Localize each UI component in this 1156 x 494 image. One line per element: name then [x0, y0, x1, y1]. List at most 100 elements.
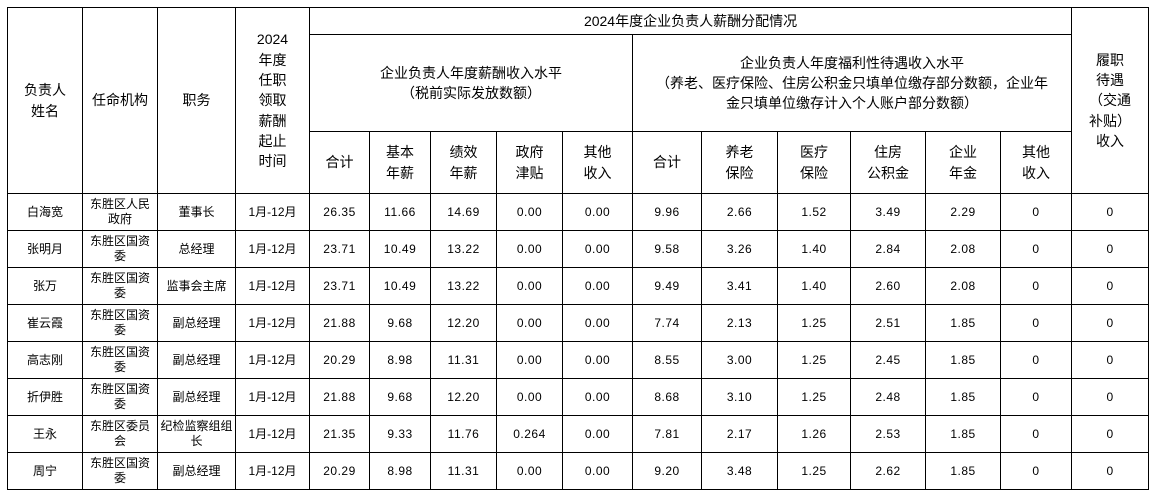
cell-salary-total: 23.71 — [309, 267, 370, 305]
cell-position: 纪检监察组组长 — [157, 415, 236, 453]
cell-pension: 3.48 — [701, 452, 778, 490]
cell-base-salary: 9.68 — [369, 304, 431, 342]
table-body: 白海宽 东胜区人民政府 董事长 1月-12月 26.35 11.66 14.69 0.00 0.… — [7, 193, 1150, 490]
cell-period: 1月-12月 — [235, 230, 310, 268]
cell-annuity: 2.29 — [925, 193, 1001, 231]
cell-base-salary: 10.49 — [369, 230, 431, 268]
cell-housing-fund: 2.84 — [850, 230, 926, 268]
cell-other-income: 0.00 — [562, 378, 633, 416]
cell-gov-subsidy: 0.00 — [496, 378, 563, 416]
cell-period: 1月-12月 — [235, 193, 310, 231]
cell-annuity: 1.85 — [925, 378, 1001, 416]
cell-salary-total: 20.29 — [309, 341, 370, 379]
cell-salary-total: 21.88 — [309, 304, 370, 342]
cell-medical: 1.40 — [777, 267, 851, 305]
col-header-welfare-total: 合计 — [632, 131, 702, 194]
cell-name: 王永 — [7, 415, 83, 453]
col-header-name: 负责人 姓名 — [7, 7, 83, 194]
col-header-salary-distribution: 2024年度企业负责人薪酬分配情况 — [308, 7, 1073, 35]
cell-performance-salary: 11.31 — [430, 452, 497, 490]
cell-base-salary: 10.49 — [369, 267, 431, 305]
cell-name: 崔云霞 — [7, 304, 83, 342]
col-header-medical: 医疗 保险 — [777, 131, 851, 194]
cell-period: 1月-12月 — [235, 378, 310, 416]
cell-position: 副总经理 — [157, 304, 236, 342]
cell-org: 东胜区国资委 — [82, 230, 158, 268]
cell-duty-allowance: 0 — [1071, 304, 1150, 342]
cell-welfare-total: 9.20 — [632, 452, 702, 490]
col-header-position: 职务 — [157, 7, 236, 194]
cell-annuity: 2.08 — [925, 267, 1001, 305]
cell-salary-total: 20.29 — [309, 452, 370, 490]
cell-housing-fund: 2.60 — [850, 267, 926, 305]
cell-performance-salary: 12.20 — [430, 304, 497, 342]
header-row-2: 企业负责人年度薪酬收入水平 （税前实际发放数额） 企业负责人年度福利性待遇收入水… — [8, 34, 1149, 132]
cell-other-income: 0.00 — [562, 267, 633, 305]
cell-performance-salary: 12.20 — [430, 378, 497, 416]
cell-base-salary: 11.66 — [369, 193, 431, 231]
cell-duty-allowance: 0 — [1071, 378, 1150, 416]
cell-welfare-total: 7.81 — [632, 415, 702, 453]
cell-welfare-other: 0 — [999, 230, 1073, 268]
table-row: 王永 东胜区委员会 纪检监察组组长 1月-12月 21.35 9.33 11.76 0.264… — [7, 415, 1150, 453]
cell-other-income: 0.00 — [562, 230, 633, 268]
cell-position: 副总经理 — [157, 452, 236, 490]
cell-salary-total: 21.88 — [309, 378, 370, 416]
cell-duty-allowance: 0 — [1071, 193, 1150, 231]
cell-salary-total: 23.71 — [309, 230, 370, 268]
col-header-performance-salary: 绩效 年薪 — [430, 131, 497, 194]
cell-pension: 2.13 — [701, 304, 778, 342]
cell-medical: 1.25 — [777, 452, 851, 490]
cell-welfare-other: 0 — [999, 267, 1073, 305]
cell-medical: 1.25 — [777, 341, 851, 379]
cell-annuity: 2.08 — [925, 230, 1001, 268]
col-header-pension: 养老 保险 — [701, 131, 778, 194]
cell-name: 高志刚 — [7, 341, 83, 379]
col-header-annuity: 企业 年金 — [925, 131, 1001, 194]
table-row: 高志刚 东胜区国资委 副总经理 1月-12月 20.29 8.98 11.31 0.00 0.0… — [7, 341, 1150, 379]
cell-salary-total: 26.35 — [309, 193, 370, 231]
col-header-duty-allowance: 履职 待遇 （交通 补贴） 收入 — [1071, 7, 1150, 194]
cell-other-income: 0.00 — [562, 304, 633, 342]
cell-pension: 3.26 — [701, 230, 778, 268]
table-row: 白海宽 东胜区人民政府 董事长 1月-12月 26.35 11.66 14.69 0.00 0.… — [7, 193, 1150, 231]
col-header-period: 2024 年度 任职 领取 薪酬 起止 时间 — [235, 7, 310, 194]
cell-period: 1月-12月 — [235, 341, 310, 379]
cell-position: 监事会主席 — [157, 267, 236, 305]
cell-annuity: 1.85 — [925, 304, 1001, 342]
cell-base-salary: 9.68 — [369, 378, 431, 416]
cell-gov-subsidy: 0.00 — [496, 341, 563, 379]
cell-pension: 3.41 — [701, 267, 778, 305]
cell-medical: 1.25 — [777, 378, 851, 416]
col-header-welfare-income: 企业负责人年度福利性待遇收入水平 （养老、医疗保险、住房公积金只填单位缴存部分数… — [631, 34, 1073, 132]
cell-other-income: 0.00 — [562, 341, 633, 379]
col-header-welfare-other: 其他 收入 — [999, 131, 1073, 194]
cell-annuity: 1.85 — [925, 415, 1001, 453]
col-header-gov-subsidy: 政府 津贴 — [496, 131, 563, 194]
col-header-other-income: 其他 收入 — [562, 131, 633, 194]
cell-org: 东胜区国资委 — [82, 452, 158, 490]
cell-org: 东胜区国资委 — [82, 341, 158, 379]
table-row: 张明月 东胜区国资委 总经理 1月-12月 23.71 10.49 13.22 0.00 0.0… — [7, 230, 1150, 268]
cell-welfare-other: 0 — [999, 378, 1073, 416]
cell-medical: 1.52 — [777, 193, 851, 231]
cell-welfare-total: 7.74 — [632, 304, 702, 342]
cell-period: 1月-12月 — [235, 267, 310, 305]
cell-performance-salary: 13.22 — [430, 267, 497, 305]
cell-other-income: 0.00 — [562, 193, 633, 231]
cell-welfare-other: 0 — [999, 193, 1073, 231]
cell-period: 1月-12月 — [235, 304, 310, 342]
cell-gov-subsidy: 0.00 — [496, 304, 563, 342]
cell-other-income: 0.00 — [562, 452, 633, 490]
cell-welfare-other: 0 — [999, 341, 1073, 379]
cell-name: 折伊胜 — [7, 378, 83, 416]
cell-welfare-other: 0 — [999, 452, 1073, 490]
cell-salary-total: 21.35 — [309, 415, 370, 453]
cell-name: 白海宽 — [7, 193, 83, 231]
cell-position: 副总经理 — [157, 341, 236, 379]
cell-org: 东胜区国资委 — [82, 304, 158, 342]
executive-salary-table: 负责人 姓名 任命机构 职务 2024 年度 任职 领取 薪酬 起止 时间 20… — [7, 7, 1150, 490]
cell-pension: 2.66 — [701, 193, 778, 231]
cell-housing-fund: 2.45 — [850, 341, 926, 379]
